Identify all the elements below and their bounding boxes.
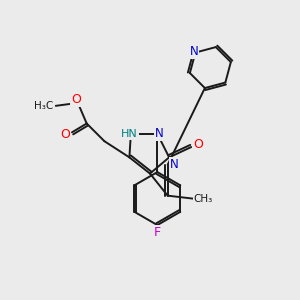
Text: N: N bbox=[170, 158, 178, 171]
Text: N: N bbox=[154, 127, 163, 140]
Text: O: O bbox=[71, 93, 81, 106]
Text: HN: HN bbox=[121, 129, 138, 139]
Text: CH₃: CH₃ bbox=[194, 194, 213, 204]
Text: O: O bbox=[193, 138, 202, 151]
Text: H₃C: H₃C bbox=[34, 101, 53, 111]
Text: O: O bbox=[61, 128, 70, 141]
Text: F: F bbox=[154, 226, 161, 239]
Text: N: N bbox=[190, 45, 198, 58]
